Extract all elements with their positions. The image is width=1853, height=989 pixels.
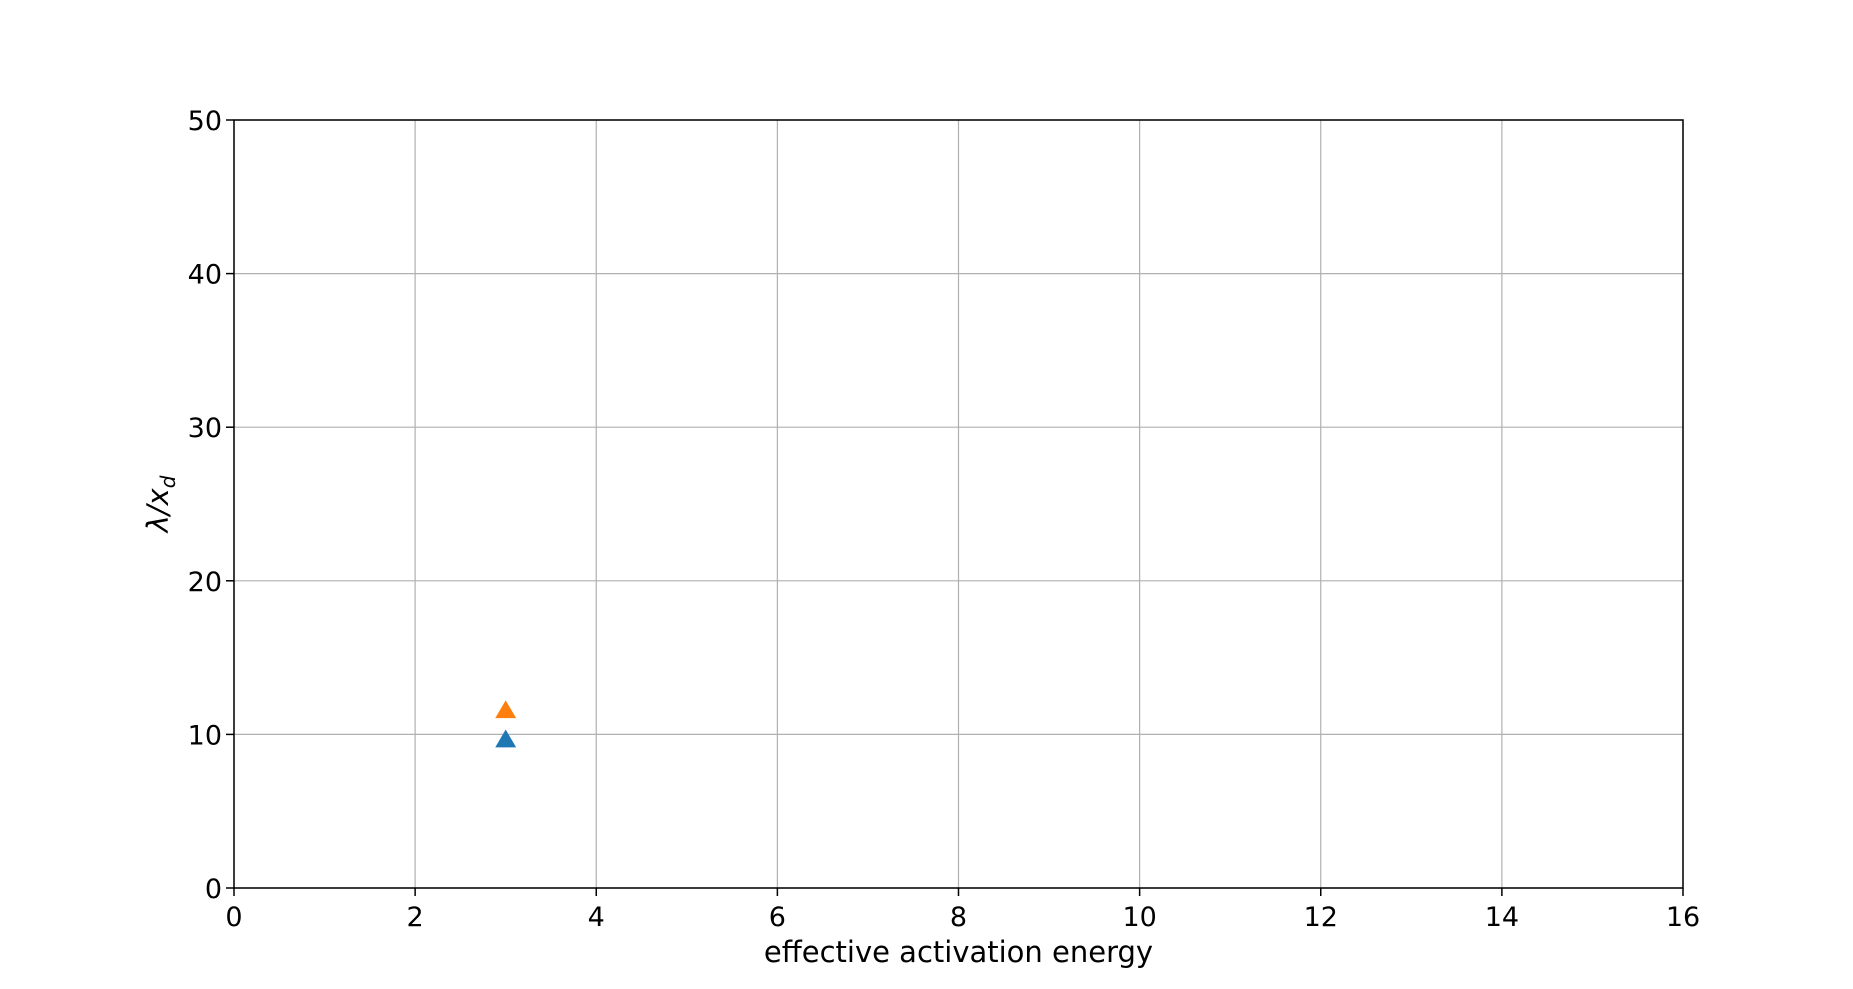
x-axis-label: effective activation energy [764,935,1153,969]
data-point-triangle [495,700,517,719]
data-markers [495,700,517,748]
grid [233,119,1684,889]
x-tick-label: 8 [950,902,967,933]
x-tick-label: 4 [588,902,605,933]
y-tick-label: 0 [205,874,222,905]
y-tick-label: 30 [188,413,222,444]
x-tick-label: 0 [225,902,242,933]
y-axis-label-subscript: d [156,475,180,488]
y-tick-label: 20 [188,567,222,598]
x-tick-label: 12 [1304,902,1338,933]
x-tick-label: 6 [769,902,786,933]
axis-ticks: 0 2 4 6 8 10 12 14 16 0 10 20 30 40 50 [188,106,1701,933]
x-tick-label: 2 [407,902,424,933]
x-tick-label: 16 [1666,902,1700,933]
x-tick-label: 14 [1485,902,1519,933]
y-axis-label: λ/xd [141,475,180,534]
y-tick-label: 40 [188,260,222,291]
data-point-triangle [495,729,517,748]
x-tick-label: 10 [1122,902,1156,933]
y-tick-label: 50 [188,106,222,137]
y-tick-label: 10 [188,720,222,751]
y-axis-label-main: λ/x [141,487,175,534]
